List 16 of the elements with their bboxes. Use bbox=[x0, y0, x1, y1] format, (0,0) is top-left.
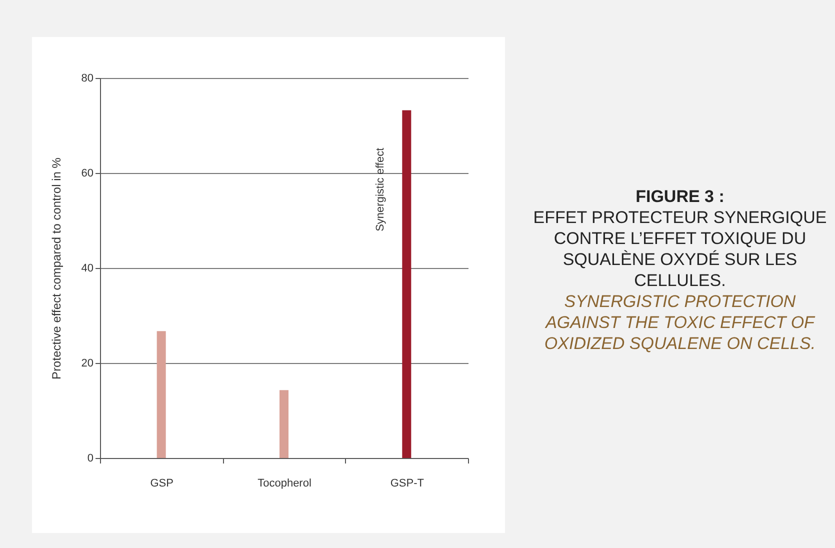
y-tick-label: 80 bbox=[81, 72, 94, 84]
x-tick-label: GSP bbox=[150, 478, 174, 490]
annotation: Synergistic effect bbox=[374, 148, 387, 232]
text: SYNERGISTIC PROTECTION AGAINST THE TOXIC EFFECT OF OXIDIZED SQUALENE ON CELLS. bbox=[543, 291, 817, 354]
y-tick-label: 0 bbox=[87, 452, 94, 464]
y-tick-label: 60 bbox=[81, 168, 94, 180]
text: EFFET PROTECTEUR SYNERGIQUE CONTRE L’EFFET TOXIQUE DU SQUALÈNE OXYDÉ SUR LES CELLULES. bbox=[532, 207, 828, 291]
x-tick-label: Tocopherol bbox=[258, 478, 312, 490]
y-axis-title: Protective effect compared to control in % bbox=[49, 157, 64, 380]
bar bbox=[280, 390, 288, 458]
text: FIGURE 3 : bbox=[634, 186, 726, 207]
x-tick-label: GSP-T bbox=[390, 478, 424, 490]
bar bbox=[156, 331, 166, 458]
y-tick-label: 20 bbox=[81, 358, 94, 370]
bar bbox=[402, 110, 412, 458]
y-tick-label: 40 bbox=[81, 262, 94, 274]
